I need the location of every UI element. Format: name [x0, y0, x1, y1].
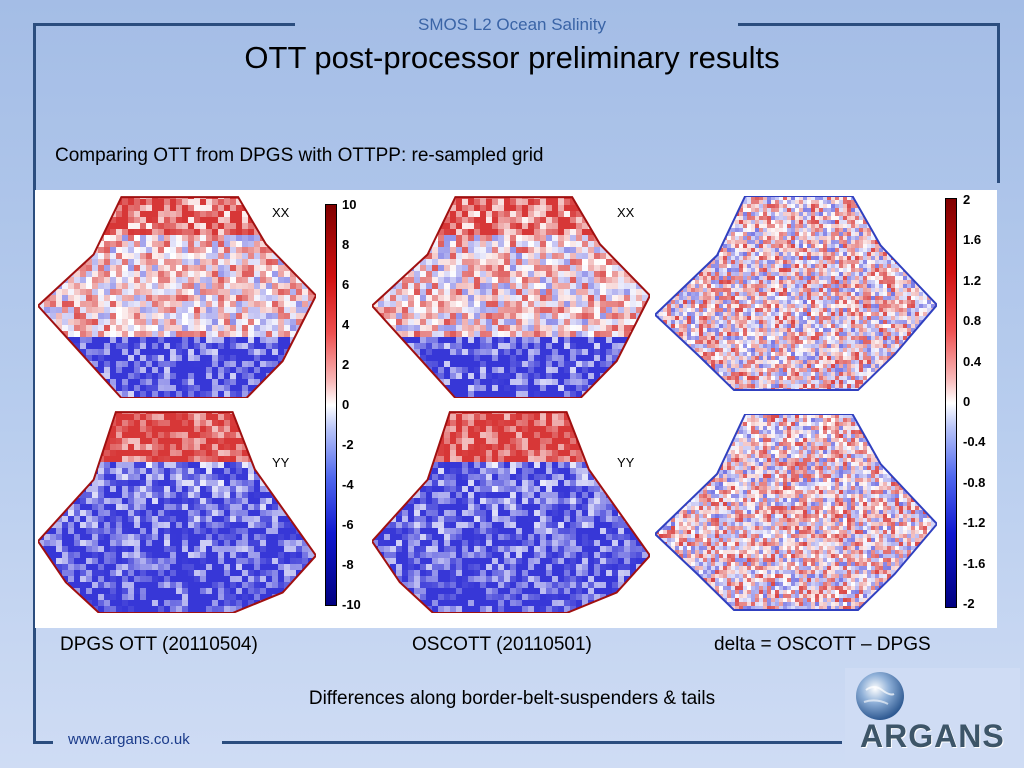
colorbar-left-tick: 8: [342, 237, 350, 252]
colorbar-left-tick: 0: [342, 397, 350, 412]
colorbar-right-tick: 0.4: [963, 353, 982, 369]
caption-oscott: OSCOTT (20110501): [412, 634, 592, 655]
colorbar-right: [945, 198, 957, 608]
page-title: OTT post-processor preliminary results: [244, 40, 780, 75]
colorbar-left-tick: -10: [342, 597, 361, 612]
frame-top-left: [33, 23, 295, 26]
label-xx-oscott: XX: [617, 205, 635, 220]
map-oscott-yy: [372, 411, 650, 613]
frame-bottom-left: [33, 741, 53, 744]
colorbar-right-tick: -0.4: [963, 434, 986, 450]
label-xx-dpgs: XX: [272, 205, 290, 220]
colorbar-right-tick: 1.2: [963, 272, 982, 288]
map-dpgs-xx: [38, 196, 316, 398]
colorbar-right-tick: 1.6: [963, 232, 982, 248]
map-delta-yy: [655, 414, 937, 611]
note-text: Differences along border-belt-suspenders…: [308, 688, 716, 709]
colorbar-left-tick: 4: [342, 317, 350, 332]
colorbar-left-tick: 2: [342, 357, 350, 372]
colorbar-left: [325, 204, 337, 606]
colorbar-left-tick: -4: [342, 477, 354, 492]
frame-right: [997, 23, 1000, 183]
frame-bottom-mid: [222, 741, 842, 744]
argans-logo: ARGANS: [845, 668, 1020, 766]
slide-subtitle: SMOS L2 Ocean Salinity: [417, 15, 607, 34]
globe-icon: [856, 672, 904, 720]
colorbar-right-tick: -1.6: [963, 555, 986, 571]
frame-top-right: [738, 23, 1000, 26]
map-dpgs-yy: [38, 411, 316, 613]
colorbar-left-tick: -8: [342, 557, 354, 572]
colorbar-left-tick: -2: [342, 437, 354, 452]
colorbar-left-tick: 6: [342, 277, 350, 292]
colorbar-right-tick: 2: [963, 192, 971, 207]
frame-left: [33, 23, 36, 743]
colorbar-right-tick: -1.2: [963, 515, 986, 531]
caption-delta: delta = OSCOTT – DPGS: [714, 634, 931, 655]
website-link[interactable]: www.argans.co.uk: [68, 731, 190, 748]
label-yy-oscott: YY: [617, 455, 635, 470]
figure-panel: XX YY XX YY 10 8 6 4 2 0 -2 -4 -6 -8 -10 2 1.6 1.2 0.…: [35, 190, 997, 628]
label-yy-dpgs: YY: [272, 455, 290, 470]
map-delta-xx: [655, 196, 937, 392]
colorbar-right-tick: 0.8: [963, 313, 982, 329]
colorbar-right-tick: -2: [963, 596, 975, 611]
intro-text: Comparing OTT from DPGS with OTTPP: re-s…: [55, 145, 544, 166]
colorbar-left-tick: -6: [342, 517, 354, 532]
map-oscott-xx: [372, 196, 650, 398]
colorbar-right-tick: 0: [963, 394, 971, 409]
logo-text: ARGANS: [860, 718, 1005, 754]
caption-dpgs: DPGS OTT (20110504): [60, 634, 258, 655]
colorbar-right-tick: -0.8: [963, 474, 986, 490]
colorbar-left-tick: 10: [342, 197, 357, 212]
